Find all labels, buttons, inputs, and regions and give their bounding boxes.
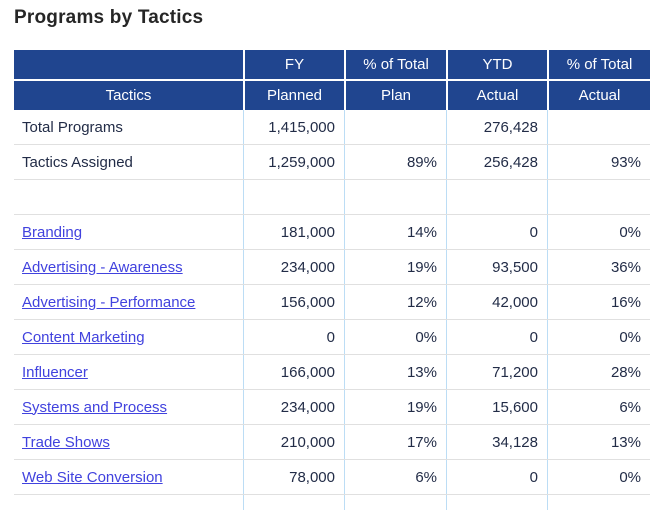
- header-cell-planned: Planned: [243, 81, 344, 110]
- cell-fy_planned: 234,000: [243, 390, 344, 424]
- header-cell-actual: Actual: [547, 81, 650, 110]
- header-cell-plan: Plan: [344, 81, 446, 110]
- tactic-link[interactable]: Influencer: [22, 363, 88, 381]
- cell-ytd_actual: 15,600: [446, 390, 547, 424]
- header-cell-actual: Actual: [446, 81, 547, 110]
- cell-ytd_actual: 0: [446, 460, 547, 494]
- table-row-tactics-assigned: Tactics Assigned 1,259,000 89% 256,428 93%: [14, 145, 650, 180]
- cell-pct_of_total_actual: 93%: [547, 145, 650, 179]
- cell-ytd_actual: 0: [446, 215, 547, 249]
- table-header-row-2: Tactics Planned Plan Actual Actual: [14, 81, 650, 110]
- table-header-row-1: FY% of Total YTD% of Total: [14, 50, 650, 79]
- table-row-advertising-performance: Advertising - Performance 156,000 12% 42,00…: [14, 285, 650, 320]
- header-cell--of-total: % of Total: [344, 50, 446, 79]
- cell-pct_of_total_actual: 0%: [547, 215, 650, 249]
- cell-fy_planned: 156,000: [243, 285, 344, 319]
- cell-tactic: Systems and Process: [14, 390, 243, 424]
- cell-ytd_actual: 93,500: [446, 250, 547, 284]
- table-row-content-marketing: Content Marketing 0 0% 0 0%: [14, 320, 650, 355]
- cell-pct_of_total_plan: 17%: [344, 425, 446, 459]
- cell-tactic: Advertising - Performance: [14, 285, 243, 319]
- cell-pct_of_total_actual: 0%: [547, 460, 650, 494]
- cell-empty: [243, 495, 344, 510]
- cell-pct_of_total_plan: 0%: [344, 320, 446, 354]
- cell-fy_planned: 1,415,000: [243, 110, 344, 144]
- cell-tactic: [14, 180, 243, 214]
- cell-ytd_actual: 71,200: [446, 355, 547, 389]
- cell-pct_of_total_actual: [547, 110, 650, 144]
- cell-pct_of_total_plan: 19%: [344, 390, 446, 424]
- header-cell--of-total: % of Total: [547, 50, 650, 79]
- cell-pct_of_total_plan: 89%: [344, 145, 446, 179]
- header-cell-ytd: YTD: [446, 50, 547, 79]
- cell-tactic: Tactics Assigned: [22, 153, 133, 171]
- table-row-web-site-conversion: Web Site Conversion 78,000 6% 0 0%: [14, 460, 650, 495]
- cell-tactic: Branding: [14, 215, 243, 249]
- cell-pct_of_total_plan: [344, 110, 446, 144]
- cell-tactic: Content Marketing: [14, 320, 243, 354]
- cell-empty: [14, 495, 243, 510]
- tactic-link[interactable]: Trade Shows: [22, 433, 110, 451]
- cell-fy_planned: 1,259,000: [243, 145, 344, 179]
- cell-fy_planned: [243, 180, 344, 214]
- table-row-branding: Branding 181,000 14% 0 0%: [14, 215, 650, 250]
- cell-fy_planned: 210,000: [243, 425, 344, 459]
- cell-pct_of_total_actual: 0%: [547, 320, 650, 354]
- cell-pct_of_total_actual: [547, 180, 650, 214]
- cell-fy_planned: 78,000: [243, 460, 344, 494]
- cell-fy_planned: 0: [243, 320, 344, 354]
- programs-by-tactics-table: FY% of Total YTD% of Total Tactics Planned…: [14, 50, 650, 510]
- table-row-partial: [14, 495, 650, 510]
- tactic-link[interactable]: Advertising - Awareness: [22, 258, 183, 276]
- cell-pct_of_total_plan: 14%: [344, 215, 446, 249]
- cell-tactic: Advertising - Awareness: [14, 250, 243, 284]
- cell-fy_planned: 166,000: [243, 355, 344, 389]
- table-row-influencer: Influencer 166,000 13% 71,200 28%: [14, 355, 650, 390]
- cell-pct_of_total_actual: 6%: [547, 390, 650, 424]
- cell-ytd_actual: 256,428: [446, 145, 547, 179]
- cell-pct_of_total_plan: 13%: [344, 355, 446, 389]
- cell-pct_of_total_plan: [344, 180, 446, 214]
- tactic-link[interactable]: Systems and Process: [22, 398, 168, 416]
- table-row-total-programs: Total Programs 1,415,000 276,428: [14, 110, 650, 145]
- cell-pct_of_total_plan: 6%: [344, 460, 446, 494]
- table-row-advertising-awareness: Advertising - Awareness 234,000 19% 93,500 3…: [14, 250, 650, 285]
- cell-empty: [446, 495, 547, 510]
- tactic-link[interactable]: Advertising - Performance: [22, 293, 196, 311]
- cell-tactic: Total Programs: [22, 118, 123, 136]
- table-row-blank: [14, 180, 650, 215]
- page-title: Programs by Tactics: [14, 7, 204, 28]
- cell-fy_planned: 234,000: [243, 250, 344, 284]
- cell-ytd_actual: 276,428: [446, 110, 547, 144]
- cell-ytd_actual: 0: [446, 320, 547, 354]
- tactic-link[interactable]: Web Site Conversion: [22, 468, 163, 486]
- table-row-systems-and-process: Systems and Process 234,000 19% 15,600 6%: [14, 390, 650, 425]
- header-cell-tactics: Tactics: [14, 81, 243, 110]
- cell-tactic: Influencer: [14, 355, 243, 389]
- cell-tactic: Trade Shows: [14, 425, 243, 459]
- table-body: Total Programs 1,415,000 276,428 Tactics As…: [14, 110, 650, 510]
- header-cell-fy: FY: [243, 50, 344, 79]
- cell-pct_of_total_actual: 13%: [547, 425, 650, 459]
- cell-pct_of_total_plan: 12%: [344, 285, 446, 319]
- cell-fy_planned: 181,000: [243, 215, 344, 249]
- cell-empty: [547, 495, 650, 510]
- cell-ytd_actual: [446, 180, 547, 214]
- cell-pct_of_total_actual: 28%: [547, 355, 650, 389]
- cell-pct_of_total_actual: 16%: [547, 285, 650, 319]
- cell-tactic: Web Site Conversion: [14, 460, 243, 494]
- tactic-link[interactable]: Content Marketing: [22, 328, 145, 346]
- tactic-link[interactable]: Branding: [22, 223, 83, 241]
- cell-ytd_actual: 34,128: [446, 425, 547, 459]
- cell-pct_of_total_actual: 36%: [547, 250, 650, 284]
- cell-pct_of_total_plan: 19%: [344, 250, 446, 284]
- cell-ytd_actual: 42,000: [446, 285, 547, 319]
- table-row-trade-shows: Trade Shows 210,000 17% 34,128 13%: [14, 425, 650, 460]
- header-cell-empty: [14, 50, 243, 79]
- cell-empty: [344, 495, 446, 510]
